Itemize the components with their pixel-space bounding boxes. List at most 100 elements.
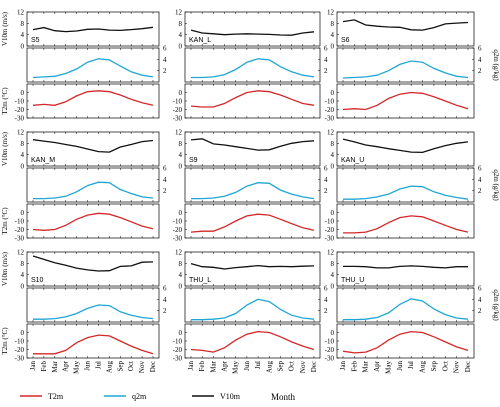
panel-frame-S6-q2m <box>336 47 475 83</box>
month-label: Jan <box>339 361 347 371</box>
y-tick-label: 0 <box>331 89 335 97</box>
month-label: Dec <box>464 361 472 372</box>
station-label-S10: S10 <box>31 277 44 284</box>
y-tick-label: 4 <box>163 296 167 304</box>
station-label-S6: S6 <box>341 37 350 44</box>
series-line-KAN_L-t2m <box>190 90 315 108</box>
month-label: Sep <box>276 361 284 372</box>
y-tick-label: 4 <box>179 31 183 39</box>
series-line-KAN_M-t2m <box>32 212 154 231</box>
month-label: Sep <box>116 361 124 372</box>
station-label-THU_L: THU_L <box>189 277 211 284</box>
y-tick-label: 2 <box>163 307 167 315</box>
panel-frame-THU_L-v10m <box>184 251 321 287</box>
y-tick-label: 4 <box>324 296 328 304</box>
y-tick-label: 8 <box>179 260 183 268</box>
y-tick-label: 6 <box>163 45 167 53</box>
month-label: May <box>232 361 240 374</box>
panel-frame-THU_L-q2m <box>184 287 321 323</box>
series-line-KAN_M-v10m <box>32 139 154 153</box>
y-tick-label: 12 <box>327 129 335 137</box>
series-line-S9-q2m <box>191 182 315 200</box>
y-tick-label: 0 <box>21 43 25 51</box>
y-tick-label: 0 <box>21 283 25 291</box>
month-label: Apr <box>221 360 229 372</box>
panel-frame-S6-v10m <box>336 11 475 47</box>
month-label: Oct <box>288 361 296 371</box>
station-label-KAN_L: KAN_L <box>189 37 211 44</box>
y-tick-label: 0 <box>21 163 25 171</box>
series-line-THU_U-q2m <box>343 298 469 321</box>
y-tick-label: -30 <box>15 235 25 243</box>
series-line-S9-v10m <box>190 138 315 151</box>
series-line-KAN_M-q2m <box>33 181 154 200</box>
series-line-THU_L-q2m <box>191 298 315 321</box>
y-tick-label: 4 <box>478 176 482 184</box>
month-label: Mar <box>362 360 370 372</box>
month-label: Mar <box>209 360 217 372</box>
y-tick-label: -20 <box>173 346 183 354</box>
month-label: Jul <box>254 361 262 369</box>
y-tick-label: -10 <box>325 98 335 106</box>
y-tick-label: -10 <box>173 98 183 106</box>
y-tick-label: 2 <box>163 67 167 75</box>
month-label: Aug <box>105 361 113 374</box>
y-tick-label: 8 <box>21 260 25 268</box>
month-label: Nov <box>299 361 307 374</box>
y-tick-label: 6 <box>163 165 167 173</box>
panel-frame-S10-v10m <box>26 251 160 287</box>
y-tick-label: 4 <box>21 271 25 279</box>
y-tick-label: 4 <box>324 56 328 64</box>
y-tick-label: -30 <box>173 115 183 123</box>
y-tick-label: 4 <box>179 271 183 279</box>
y-tick-label: 2 <box>324 187 328 195</box>
y-tick-label: 12 <box>175 129 183 137</box>
month-label: Jul <box>94 361 102 369</box>
panel-frame-S9-t2m <box>184 203 321 239</box>
month-label: Jan <box>187 361 195 371</box>
month-label: Oct <box>441 361 449 371</box>
panel-frame-S5-t2m <box>26 83 160 119</box>
series-line-THU_U-v10m <box>343 265 468 269</box>
v10m-axis-label: V10m (m/s) <box>1 11 9 46</box>
y-tick-label: 2 <box>478 307 482 315</box>
t2m-axis-label: T2m (°C) <box>1 327 9 355</box>
series-line-S9-t2m <box>190 213 315 233</box>
y-tick-label: 12 <box>17 129 25 137</box>
y-tick-label: 0 <box>331 43 335 51</box>
y-tick-label: 8 <box>179 20 183 28</box>
q2m-axis-label: q2m (g/kg) <box>492 289 500 321</box>
series-line-KAN_L-v10m <box>190 29 315 36</box>
y-tick-label: -10 <box>15 98 25 106</box>
y-tick-label: -10 <box>15 218 25 226</box>
month-label: Jun <box>243 361 251 371</box>
y-tick-label: -20 <box>15 106 25 114</box>
y-tick-label: -30 <box>325 355 335 363</box>
y-tick-label: 0 <box>179 283 183 291</box>
y-tick-label: -20 <box>173 106 183 114</box>
month-label: Mar <box>51 360 59 372</box>
y-tick-label: 12 <box>17 249 25 257</box>
month-label: Nov <box>138 361 146 374</box>
y-tick-label: 0 <box>21 89 25 97</box>
month-label: Jun <box>396 361 404 371</box>
month-label: Feb <box>350 361 358 372</box>
series-line-THU_L-t2m <box>190 330 315 353</box>
y-tick-label: 2 <box>324 307 328 315</box>
month-label: May <box>384 361 392 374</box>
series-line-THU_L-v10m <box>190 262 315 270</box>
panel-frame-THU_U-v10m <box>336 251 475 287</box>
y-tick-label: 6 <box>478 45 482 53</box>
series-line-KAN_U-v10m <box>342 138 469 154</box>
month-label: Feb <box>198 361 206 372</box>
y-tick-label: 2 <box>163 187 167 195</box>
panel-frame-S9-v10m <box>184 131 321 167</box>
y-tick-label: 0 <box>21 209 25 217</box>
panel-frame-KAN_M-v10m <box>26 131 160 167</box>
series-line-S6-t2m <box>342 91 469 111</box>
y-tick-label: -30 <box>325 115 335 123</box>
month-label: Dec <box>149 361 157 372</box>
month-label: May <box>73 361 81 374</box>
y-tick-label: 0 <box>21 329 25 337</box>
month-label: Jun <box>84 361 92 371</box>
